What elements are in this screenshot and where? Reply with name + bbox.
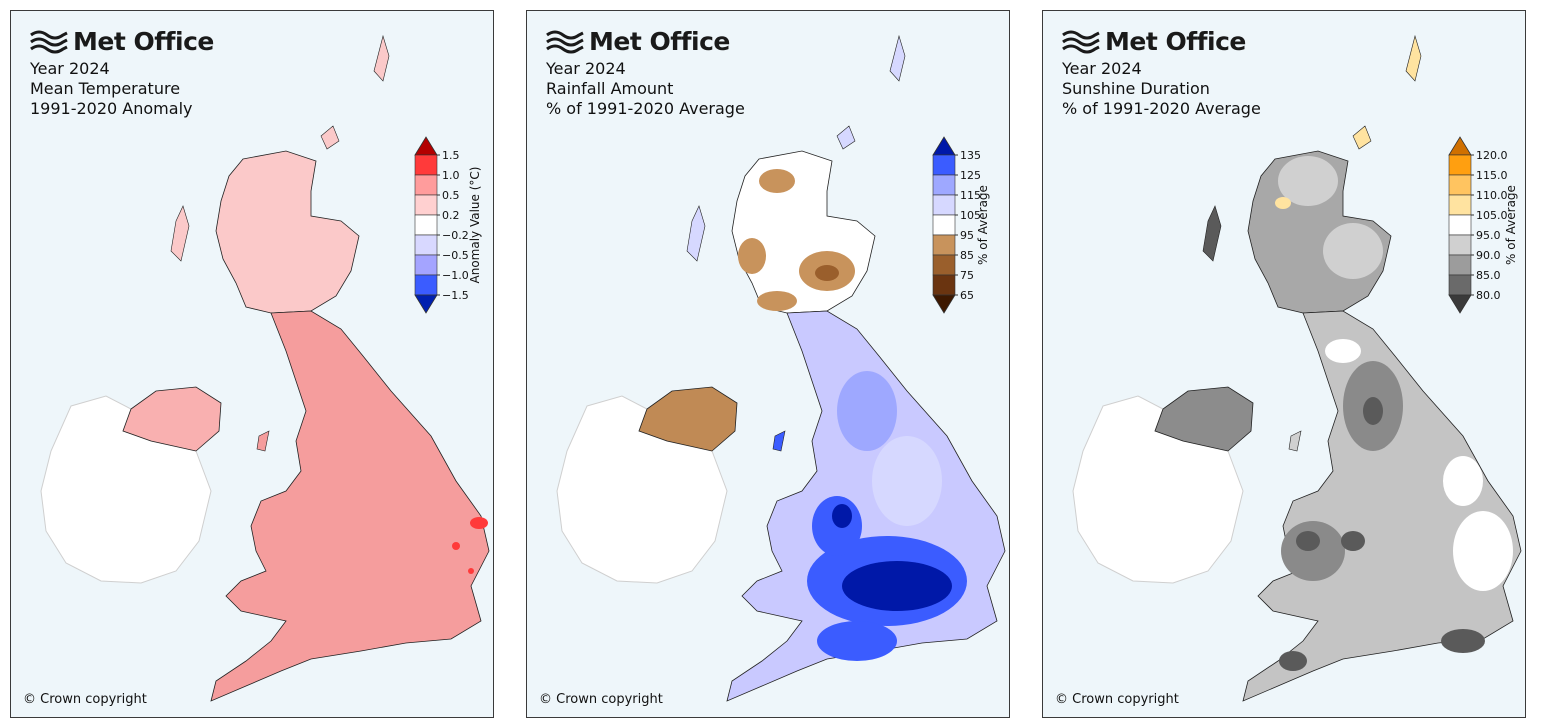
colorbar-tick-label: 0.2: [442, 209, 460, 222]
colorbar-tick-label: 85: [960, 249, 974, 262]
colorbar-swatch: [932, 254, 956, 276]
met-office-waves-icon: [1062, 30, 1100, 53]
colorbar-svg: 1.5 1.0 0.5 0.2 −0.2 −0.5 −1.0 −1.5 Anomaly Val…: [414, 136, 482, 314]
colorbar-bottom-arrow: [932, 294, 956, 314]
copyright: © Crown copyright: [23, 692, 147, 707]
colorbar-swatch: [1448, 214, 1472, 236]
colorbar-swatch: [414, 174, 438, 196]
colorbar-swatch: [932, 154, 956, 176]
met-office-logo: Met Office: [545, 27, 730, 56]
colorbar-swatch: [414, 254, 438, 276]
colorbar-sunshine: 120.0 115.0 110.0 105.0 95.0 90.0 85.0 80.0 % o…: [1437, 135, 1525, 319]
colorbar-tick-label: 120.0: [1476, 149, 1508, 162]
northern-ireland: [122, 386, 222, 452]
uk-map-rainfall: [556, 34, 1006, 702]
colorbar-tick-label: 75: [960, 269, 974, 282]
map-panel-temperature: Met Office Year 2024 Mean Temperature 19…: [10, 10, 494, 718]
colorbar-swatch: [414, 194, 438, 216]
colorbar-tick-label: 95: [960, 229, 974, 242]
title-line-1: Year 2024: [30, 59, 110, 78]
map-titles: Year 2024 Rainfall Amount % of 1991-2020…: [546, 59, 745, 119]
colorbar-swatch: [414, 214, 438, 236]
colorbar-top-arrow: [1448, 136, 1472, 156]
met-office-logo: Met Office: [1061, 27, 1246, 56]
brand-name: Met Office: [589, 27, 730, 56]
colorbar-top-arrow: [414, 136, 438, 156]
title-line-3: 1991-2020 Anomaly: [30, 99, 193, 118]
colorbar-tick-label: −1.5: [442, 289, 469, 302]
colorbar-swatch: [414, 234, 438, 256]
copyright: © Crown copyright: [539, 692, 663, 707]
brand-name: Met Office: [1105, 27, 1246, 56]
title-line-3: % of 1991-2020 Average: [1062, 99, 1261, 118]
scotland: [731, 150, 876, 314]
met-office-logo: Met Office: [29, 27, 214, 56]
colorbar-rainfall: 135 125 115 105 95 85 75 65 % of Average: [921, 135, 1009, 319]
title-line-1: Year 2024: [1062, 59, 1142, 78]
northern-ireland: [638, 386, 738, 452]
colorbar-swatch: [932, 194, 956, 216]
uk-map-sunshine: [1072, 34, 1522, 702]
england-wales: [1242, 310, 1522, 702]
colorbar-label: Anomaly Value (°C): [468, 167, 482, 284]
colorbar-swatch: [1448, 174, 1472, 196]
colorbar-tick-label: 110.0: [1476, 189, 1508, 202]
title-line-2: Sunshine Duration: [1062, 79, 1210, 98]
colorbar-bottom-arrow: [414, 294, 438, 314]
colorbar-tick-label: 65: [960, 289, 974, 302]
colorbar-swatch: [1448, 154, 1472, 176]
colorbar-label: % of Average: [976, 185, 990, 265]
colorbar-tick-label: 125: [960, 169, 981, 182]
colorbar-tick-label: 90.0: [1476, 249, 1501, 262]
colorbar-swatch: [1448, 274, 1472, 296]
colorbar-svg: 135 125 115 105 95 85 75 65 % of Average: [932, 136, 990, 314]
england-wales: [210, 310, 490, 702]
colorbar-svg: 120.0 115.0 110.0 105.0 95.0 90.0 85.0 80.0 % o…: [1448, 136, 1518, 314]
colorbar-tick-label: −0.2: [442, 229, 469, 242]
colorbar-swatch: [1448, 234, 1472, 256]
title-line-1: Year 2024: [546, 59, 626, 78]
map-titles: Year 2024 Sunshine Duration % of 1991-20…: [1062, 59, 1261, 119]
colorbar-tick-label: 115: [960, 189, 981, 202]
colorbar-top-arrow: [932, 136, 956, 156]
northern-ireland: [1154, 386, 1254, 452]
colorbar-tick-label: −1.0: [442, 269, 469, 282]
colorbar-swatch: [932, 214, 956, 236]
colorbar-tick-label: 105: [960, 209, 981, 222]
uk-map-temperature: [40, 34, 490, 702]
colorbar-swatch: [932, 234, 956, 256]
map-titles: Year 2024 Mean Temperature 1991-2020 Ano…: [30, 59, 192, 119]
title-line-2: Rainfall Amount: [546, 79, 674, 98]
title-line-2: Mean Temperature: [30, 79, 181, 98]
colorbar-tick-label: −0.5: [442, 249, 469, 262]
met-office-waves-icon: [546, 30, 584, 53]
colorbar-tick-label: 115.0: [1476, 169, 1508, 182]
colorbar-swatch: [414, 274, 438, 296]
map-panel-rainfall: Met Office Year 2024 Rainfall Amount % o…: [526, 10, 1010, 718]
colorbar-swatch: [932, 174, 956, 196]
colorbar-swatch: [414, 154, 438, 176]
colorbar-temperature: 1.5 1.0 0.5 0.2 −0.2 −0.5 −1.0 −1.5 Anomaly Val…: [403, 135, 493, 319]
colorbar-swatch: [932, 274, 956, 296]
met-office-waves-icon: [30, 30, 68, 53]
colorbar-tick-label: 105.0: [1476, 209, 1508, 222]
colorbar-tick-label: 1.0: [442, 169, 460, 182]
brand-name: Met Office: [73, 27, 214, 56]
colorbar-tick-label: 1.5: [442, 149, 460, 162]
colorbar-tick-label: 135: [960, 149, 981, 162]
colorbar-tick-label: 0.5: [442, 189, 460, 202]
map-panel-sunshine: Met Office Year 2024 Sunshine Duration %…: [1042, 10, 1526, 718]
colorbar-tick-label: 80.0: [1476, 289, 1501, 302]
colorbar-swatch: [1448, 254, 1472, 276]
colorbar-swatch: [1448, 194, 1472, 216]
colorbar-tick-label: 85.0: [1476, 269, 1501, 282]
title-line-3: % of 1991-2020 Average: [546, 99, 745, 118]
colorbar-label: % of Average: [1504, 185, 1518, 265]
colorbar-bottom-arrow: [1448, 294, 1472, 314]
scotland: [215, 150, 360, 314]
copyright: © Crown copyright: [1055, 692, 1179, 707]
colorbar-tick-label: 95.0: [1476, 229, 1501, 242]
